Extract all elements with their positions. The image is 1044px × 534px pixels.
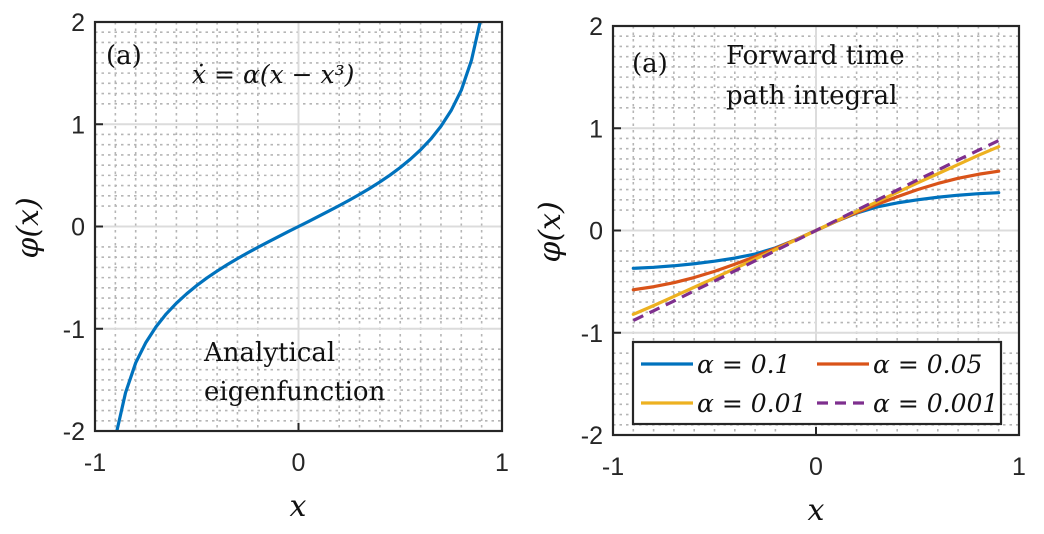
right-chart-panel: -1 0 1 -2 -1 0 1 2 (a) Forward time path integr… <box>533 13 1026 528</box>
y-tick-label: 1 <box>71 111 85 139</box>
left-annotation-line1: Analytical <box>203 338 335 368</box>
right-panel-tag: (a) <box>632 49 668 79</box>
left-y-axis-label: φ(x) <box>11 197 46 258</box>
y-tick-label: 2 <box>589 13 603 41</box>
legend-label-3: α = 0.001 <box>873 389 998 418</box>
x-tick-label: -1 <box>602 453 624 481</box>
y-tick-label: 1 <box>589 115 603 143</box>
right-annotation-line2: path integral <box>726 81 897 111</box>
y-tick-label: -2 <box>63 418 85 446</box>
x-tick-label: 1 <box>1012 453 1026 481</box>
series-line-3 <box>632 139 1000 322</box>
left-tick-labels: -1 0 1 -2 -1 0 1 2 <box>63 9 509 477</box>
left-curves <box>115 22 482 431</box>
left-annotation-line2: eigenfunction <box>204 377 386 407</box>
series-line-0 <box>115 22 482 431</box>
left-chart-panel: -1 0 1 -2 -1 0 1 2 (a) ẋ = α(x − x³) Analytical… <box>11 9 509 524</box>
right-y-axis-label: φ(x) <box>533 201 568 262</box>
y-tick-label: -1 <box>63 316 85 344</box>
y-tick-label: -2 <box>581 422 603 450</box>
x-tick-label: 0 <box>809 453 823 481</box>
left-equation: ẋ = α(x − x³) <box>192 60 354 89</box>
y-tick-label: 0 <box>589 218 603 246</box>
y-tick-label: 0 <box>71 214 85 242</box>
legend-label-0: α = 0.1 <box>697 350 790 379</box>
right-legend: α = 0.1 α = 0.05 α = 0.01 α = 0.001 <box>631 340 1003 426</box>
y-tick-label: -1 <box>581 320 603 348</box>
x-tick-label: 1 <box>495 449 509 477</box>
left-panel-tag: (a) <box>106 41 142 71</box>
right-curves <box>631 139 1001 322</box>
y-tick-label: 2 <box>71 9 85 37</box>
legend-label-2: α = 0.01 <box>697 389 806 418</box>
left-x-axis-label: x <box>290 489 307 524</box>
x-tick-label: -1 <box>84 449 106 477</box>
right-tick-labels: -1 0 1 -2 -1 0 1 2 <box>581 13 1026 481</box>
right-annotation-line1: Forward time <box>726 41 905 71</box>
legend-label-1: α = 0.05 <box>873 350 982 379</box>
x-tick-label: 0 <box>292 449 306 477</box>
legend-box <box>631 340 1003 426</box>
right-x-axis-label: x <box>808 493 825 528</box>
